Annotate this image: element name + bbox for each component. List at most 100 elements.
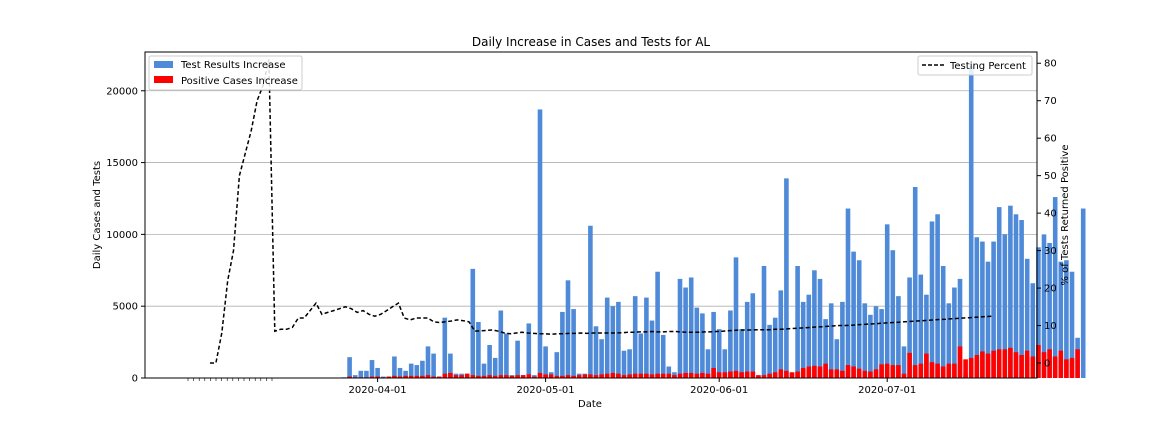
positive-cases-bar	[851, 366, 856, 378]
test-results-bar	[929, 221, 935, 378]
test-results-bar	[1069, 271, 1075, 378]
positive-cases-bar	[677, 373, 683, 378]
y-axis-title: Daily Cases and Tests	[92, 161, 103, 269]
positive-cases-bar	[716, 372, 722, 378]
positive-cases-bar	[840, 370, 845, 378]
test-results-bar	[352, 375, 358, 378]
test-results-bar	[515, 340, 520, 378]
legend-left-box	[148, 55, 303, 91]
positive-cases-bar	[996, 349, 1002, 378]
positive-cases-bar	[565, 375, 571, 378]
positive-cases-bar	[414, 375, 420, 378]
positive-cases-bar	[940, 366, 946, 378]
positive-cases-bar	[879, 364, 884, 378]
test-results-bar	[985, 261, 991, 378]
test-results-bar	[968, 66, 974, 378]
x-axis-title: Date	[578, 399, 602, 410]
test-results-bar	[800, 301, 806, 378]
legend-label-positive-cases: Positive Cases Increase	[181, 76, 298, 87]
y2-tick-label: 80	[1044, 59, 1057, 70]
testing-percent-path	[210, 59, 994, 364]
test-results-bar	[644, 297, 649, 378]
test-results-bar	[1008, 205, 1013, 378]
test-results-bar	[856, 260, 862, 378]
test-results-bar	[588, 225, 593, 378]
positive-cases-bar	[800, 367, 806, 378]
positive-cases-bar	[504, 375, 509, 378]
test-results-bar	[392, 356, 397, 378]
test-results-bar	[705, 349, 711, 378]
test-results-bar	[604, 297, 610, 378]
test-results-bar	[593, 326, 599, 378]
test-results-bar	[1041, 234, 1047, 378]
test-results-bar	[716, 329, 722, 378]
test-results-bar	[996, 207, 1002, 378]
positive-cases-bar	[784, 370, 789, 378]
positive-cases-bar	[750, 371, 756, 378]
test-results-bar	[420, 360, 425, 378]
positive-cases-bar	[1058, 350, 1064, 378]
test-results-bar	[772, 317, 778, 378]
positive-cases-bar	[806, 366, 812, 378]
positive-cases-bar	[520, 375, 526, 378]
test-results-bar	[1002, 234, 1008, 378]
positive-cases-bar	[571, 375, 576, 378]
positive-cases-bar	[946, 363, 952, 378]
positive-cases-bar	[532, 376, 537, 378]
test-results-bar	[711, 311, 716, 378]
test-results-bar	[823, 319, 828, 378]
positive-cases-bar	[576, 375, 582, 378]
y-tick-label: 20000	[106, 86, 138, 97]
test-results-bar	[817, 278, 823, 378]
test-results-bar	[935, 214, 940, 378]
positive-cases-bar	[632, 373, 638, 378]
test-results-bar	[918, 274, 924, 378]
test-results-bar	[991, 241, 996, 378]
test-results-bar	[845, 208, 851, 378]
x-tick-label: 2020-04-01	[349, 385, 407, 396]
test-results-bar	[442, 317, 448, 378]
positive-cases-bar	[761, 375, 767, 378]
test-results-bar	[610, 306, 616, 378]
positive-cases-bar	[683, 372, 688, 378]
positive-cases-bar	[420, 375, 425, 378]
test-results-bar	[896, 296, 901, 378]
positive-cases-bar	[952, 363, 957, 378]
positive-cases-bar	[890, 365, 896, 378]
positive-cases-bar	[498, 375, 504, 378]
plot-frame	[144, 51, 1038, 379]
positive-cases-bar	[957, 346, 963, 378]
test-results-bar	[750, 293, 756, 378]
positive-cases-bar	[548, 374, 554, 378]
test-results-bar	[952, 287, 957, 378]
positive-cases-bar	[448, 372, 453, 378]
test-results-bar	[828, 303, 834, 378]
positive-cases-bar	[834, 369, 840, 378]
test-results-bar	[862, 303, 868, 378]
positive-cases-bar	[408, 375, 414, 378]
y2-tick-label: 40	[1044, 209, 1057, 220]
test-results-bar	[504, 333, 509, 378]
test-results-bar	[481, 363, 487, 378]
positive-cases-bar	[560, 375, 565, 378]
test-results-bar	[924, 294, 929, 378]
positive-cases-bar	[1047, 349, 1052, 378]
test-results-bar	[744, 301, 750, 378]
test-results-bar	[873, 306, 879, 378]
test-results-bar	[980, 241, 985, 378]
positive-cases-bar	[470, 375, 476, 378]
positive-cases-bar	[1064, 359, 1069, 378]
positive-cases-bar	[896, 365, 901, 378]
positive-cases-bar	[599, 374, 604, 378]
positive-cases-bar	[733, 370, 739, 378]
positive-cases-bar	[554, 375, 560, 378]
y2-axis-title: % of Tests Returned Positive	[1060, 145, 1071, 286]
positive-cases-bar	[543, 374, 548, 378]
positive-cases-bar	[476, 375, 481, 378]
test-results-bar	[1019, 220, 1024, 378]
positive-cases-bar	[610, 372, 616, 378]
positive-cases-bar	[963, 359, 968, 378]
positive-cases-bar	[991, 350, 996, 378]
test-results-bar	[1064, 260, 1069, 378]
positive-cases-bar	[655, 373, 660, 378]
